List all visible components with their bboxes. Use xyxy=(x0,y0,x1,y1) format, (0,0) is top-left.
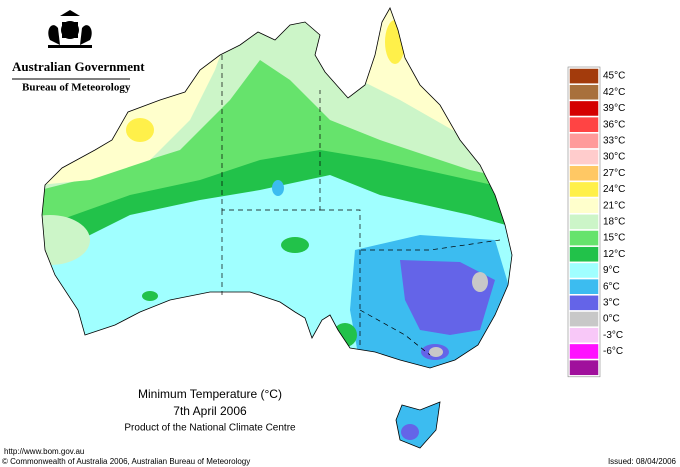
legend-label: 0°C xyxy=(603,314,620,325)
legend: 45°C 42°C 39°C 36°C 33°C 30°C 27°C 24°C 21°C 18°C… xyxy=(567,66,625,378)
legend-label: 18°C xyxy=(603,217,625,228)
legend-label: 12°C xyxy=(603,249,625,260)
legend-swatch xyxy=(568,180,600,199)
legend-label: 21°C xyxy=(603,200,625,211)
legend-label: 36°C xyxy=(603,119,625,130)
footer-copyright: © Commonwealth of Australia 2006, Austra… xyxy=(2,457,250,466)
legend-swatch xyxy=(568,310,600,328)
footer-issued: Issued: 08/04/2006 xyxy=(608,457,677,466)
legend-swatch xyxy=(568,294,600,312)
map-product: Product of the National Climate Centre xyxy=(124,423,296,434)
legend-swatch xyxy=(568,164,600,183)
legend-label: 45°C xyxy=(603,71,625,82)
crest xyxy=(48,10,92,48)
legend-swatch xyxy=(568,115,600,134)
legend-swatch xyxy=(568,358,600,377)
legend-label: 42°C xyxy=(603,87,625,98)
legend-swatch xyxy=(568,277,600,296)
bureau-name: Bureau of Meteorology xyxy=(22,82,131,94)
legend-swatch xyxy=(568,342,600,361)
legend-label: 39°C xyxy=(603,103,625,114)
legend-swatch xyxy=(568,229,600,247)
legend-label: 33°C xyxy=(603,136,625,147)
legend-swatch xyxy=(568,326,600,345)
legend-swatch xyxy=(568,67,600,85)
legend-label: 15°C xyxy=(603,233,625,244)
legend-swatch xyxy=(568,245,600,264)
legend-label: 24°C xyxy=(603,184,625,195)
legend-swatch xyxy=(568,196,600,215)
legend-swatch xyxy=(568,261,600,280)
government-name: Australian Government xyxy=(12,59,145,74)
map-title: Minimum Temperature (°C) xyxy=(138,387,282,401)
legend-label: 6°C xyxy=(603,281,620,292)
map-date: 7th April 2006 xyxy=(173,404,247,418)
legend-swatch xyxy=(568,132,600,150)
legend-label: 30°C xyxy=(603,152,625,163)
legend-frame xyxy=(567,66,601,378)
legend-swatch xyxy=(568,83,600,102)
legend-label: 27°C xyxy=(603,168,625,179)
legend-swatch xyxy=(568,148,600,166)
legend-label: 9°C xyxy=(603,265,620,276)
legend-label: 3°C xyxy=(603,298,620,309)
legend-swatch xyxy=(568,213,600,231)
legend-label: -3°C xyxy=(603,330,623,341)
legend-swatch xyxy=(568,99,600,118)
legend-label: -6°C xyxy=(603,346,623,357)
footer-url: http://www.bom.gov.au xyxy=(4,447,84,456)
